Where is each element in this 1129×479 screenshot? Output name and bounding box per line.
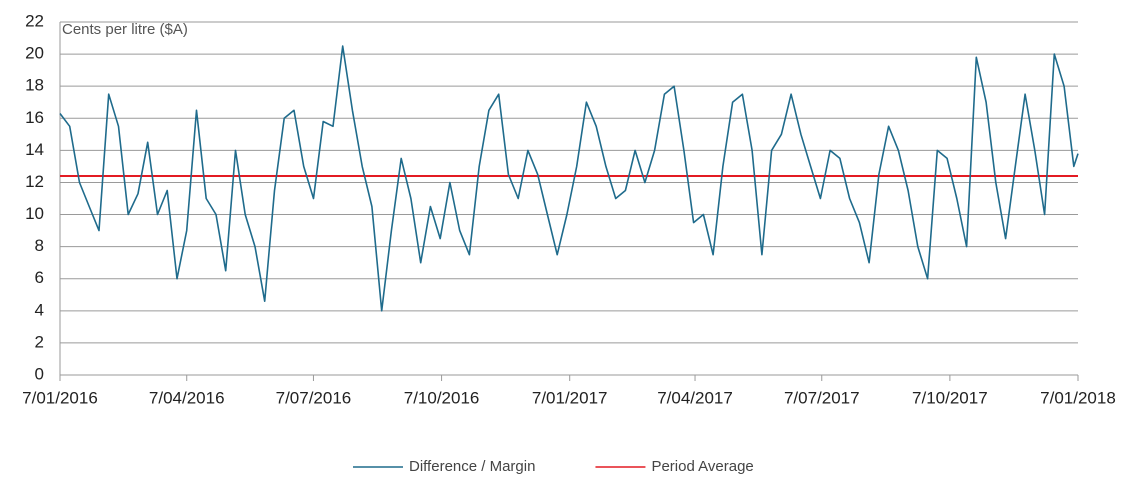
x-tick-label: 7/04/2016 (149, 388, 225, 407)
y-axis-label: Cents per litre ($A) (62, 21, 188, 38)
y-tick-label: 20 (25, 44, 44, 63)
x-tick-label: 7/01/2017 (532, 388, 608, 407)
y-tick-label: 4 (35, 300, 44, 319)
x-tick-label: 7/01/2018 (1040, 388, 1116, 407)
y-tick-label: 18 (25, 76, 44, 95)
y-tick-label: 0 (35, 364, 44, 383)
x-tick-label: 7/07/2016 (276, 388, 352, 407)
x-tick-label: 7/10/2017 (912, 388, 988, 407)
x-tick-label: 7/07/2017 (784, 388, 860, 407)
y-tick-label: 2 (35, 332, 44, 351)
legend-label: Difference / Margin (409, 458, 535, 475)
x-tick-label: 7/10/2016 (404, 388, 480, 407)
y-tick-label: 16 (25, 108, 44, 127)
y-tick-label: 22 (25, 11, 44, 30)
x-tick-label: 7/01/2016 (22, 388, 98, 407)
data-line (59, 45, 1079, 312)
legend-label: Period Average (651, 458, 753, 475)
y-tick-label: 8 (35, 236, 44, 255)
y-tick-label: 6 (35, 268, 44, 287)
y-tick-label: 12 (25, 172, 44, 191)
y-tick-label: 10 (25, 204, 44, 223)
x-tick-label: 7/04/2017 (657, 388, 733, 407)
y-tick-label: 14 (25, 140, 44, 159)
